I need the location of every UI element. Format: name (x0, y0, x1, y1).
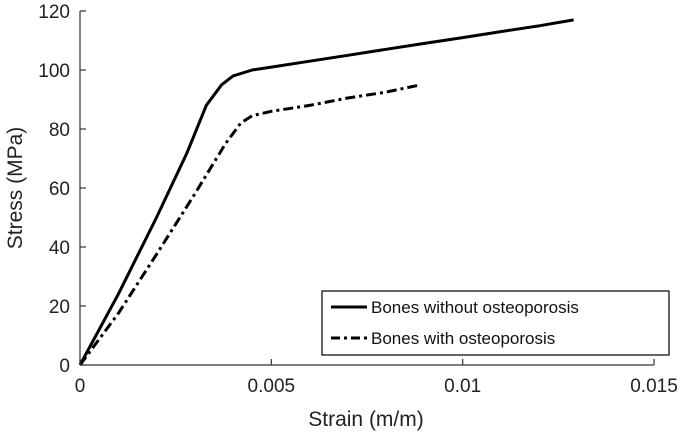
y-tick-label: 100 (38, 61, 70, 82)
x-axis-ticks: 0 0.005 0.01 0.015 (75, 359, 678, 397)
y-tick-label: 20 (49, 297, 70, 318)
legend-label-with-osteoporosis: Bones with osteoporosis (371, 329, 555, 348)
x-tick-label: 0 (75, 376, 86, 397)
legend: Bones without osteoporosis Bones with os… (321, 290, 670, 356)
y-axis-ticks: 0 20 40 60 80 100 120 (38, 2, 86, 377)
y-tick-label: 0 (59, 356, 70, 377)
y-tick-label: 80 (49, 120, 70, 141)
series-layer (78, 18, 574, 366)
series-line-with-osteoporosis (78, 83, 421, 366)
y-tick-label: 40 (49, 238, 70, 259)
x-tick-label: 0.015 (630, 376, 678, 397)
legend-label-without-osteoporosis: Bones without osteoporosis (371, 298, 579, 317)
y-axis-title: Stress (MPa) (4, 127, 27, 250)
x-tick-label: 0.01 (444, 376, 481, 397)
series-line-without-osteoporosis (78, 18, 574, 366)
x-tick-label: 0.005 (248, 376, 296, 397)
y-tick-label: 60 (49, 179, 70, 200)
x-axis-title: Strain (m/m) (308, 408, 424, 431)
y-tick-label: 120 (38, 2, 70, 23)
legend-box (321, 290, 670, 356)
